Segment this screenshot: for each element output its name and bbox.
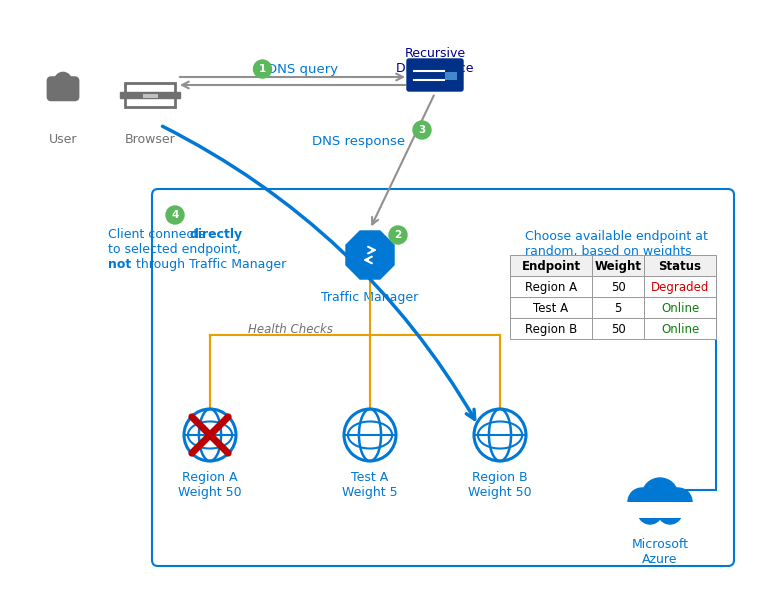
FancyBboxPatch shape	[128, 86, 172, 104]
Circle shape	[628, 488, 656, 516]
Text: Browser: Browser	[125, 133, 176, 146]
Text: Traffic Manager: Traffic Manager	[321, 291, 419, 304]
Text: User: User	[48, 133, 77, 146]
Polygon shape	[346, 231, 394, 279]
Text: 1: 1	[259, 64, 266, 74]
Text: Region B: Region B	[525, 323, 577, 336]
Text: Test A: Test A	[534, 302, 569, 315]
Text: 5: 5	[615, 302, 622, 315]
Text: Health Checks: Health Checks	[247, 323, 332, 336]
Circle shape	[658, 500, 682, 524]
Circle shape	[166, 206, 184, 224]
Text: Recursive
DNS Service: Recursive DNS Service	[396, 47, 473, 75]
FancyBboxPatch shape	[644, 318, 716, 339]
Text: 50: 50	[611, 323, 626, 336]
Text: Choose available endpoint at
random, based on weights: Choose available endpoint at random, bas…	[525, 230, 708, 258]
Text: not: not	[108, 258, 131, 271]
FancyBboxPatch shape	[626, 502, 694, 518]
Text: Weight: Weight	[594, 260, 641, 273]
FancyBboxPatch shape	[510, 297, 592, 318]
Circle shape	[664, 488, 692, 516]
Circle shape	[55, 73, 71, 89]
Text: Online: Online	[661, 323, 699, 336]
FancyBboxPatch shape	[592, 276, 644, 297]
FancyBboxPatch shape	[592, 255, 644, 276]
Text: through Traffic Manager: through Traffic Manager	[132, 258, 286, 271]
FancyBboxPatch shape	[644, 255, 716, 276]
Circle shape	[254, 60, 271, 78]
FancyBboxPatch shape	[644, 297, 716, 318]
Circle shape	[638, 500, 662, 524]
FancyBboxPatch shape	[48, 77, 79, 101]
Text: 2: 2	[395, 230, 402, 240]
FancyBboxPatch shape	[143, 94, 158, 98]
FancyBboxPatch shape	[407, 59, 463, 91]
Text: Degraded: Degraded	[651, 281, 709, 294]
Text: 3: 3	[418, 125, 426, 135]
Text: Endpoint: Endpoint	[522, 260, 580, 273]
Text: 50: 50	[611, 281, 626, 294]
FancyBboxPatch shape	[445, 72, 457, 80]
Text: Microsoft
Azure: Microsoft Azure	[632, 538, 689, 566]
FancyBboxPatch shape	[120, 92, 180, 98]
Text: Client connects: Client connects	[108, 228, 209, 241]
Text: directly: directly	[190, 228, 243, 241]
Text: Online: Online	[661, 302, 699, 315]
Circle shape	[389, 226, 407, 244]
FancyBboxPatch shape	[592, 297, 644, 318]
Text: 4: 4	[172, 210, 179, 220]
Text: Status: Status	[658, 260, 701, 273]
Circle shape	[642, 478, 678, 514]
Text: Test A
Weight 5: Test A Weight 5	[342, 471, 398, 499]
Text: DNS response: DNS response	[312, 135, 405, 148]
Text: Region A: Region A	[525, 281, 577, 294]
FancyBboxPatch shape	[510, 318, 592, 339]
Text: Region A
Weight 50: Region A Weight 50	[178, 471, 242, 499]
FancyBboxPatch shape	[510, 255, 592, 276]
FancyBboxPatch shape	[644, 276, 716, 297]
Text: DNS query: DNS query	[267, 63, 338, 76]
Text: to selected endpoint,: to selected endpoint,	[108, 243, 241, 256]
FancyBboxPatch shape	[592, 318, 644, 339]
FancyBboxPatch shape	[125, 83, 175, 107]
Circle shape	[413, 121, 431, 139]
FancyBboxPatch shape	[510, 276, 592, 297]
Text: Region B
Weight 50: Region B Weight 50	[468, 471, 532, 499]
